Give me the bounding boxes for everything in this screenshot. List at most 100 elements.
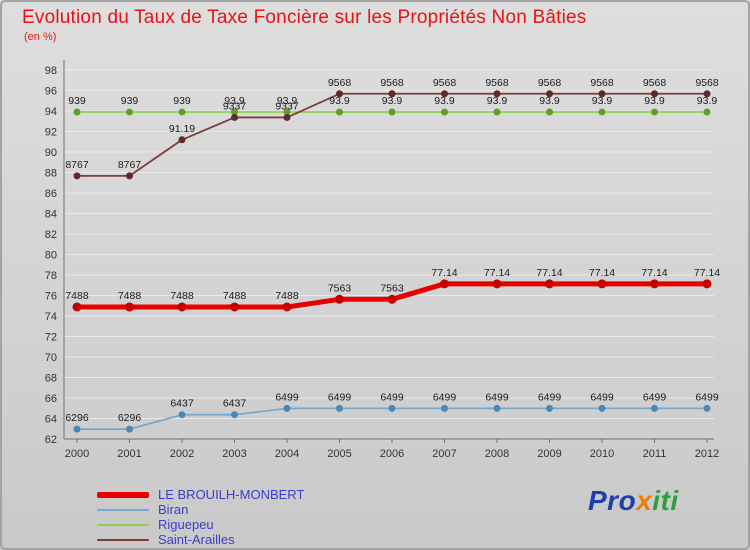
legend-label-riguepeu: Riguepeu	[158, 517, 214, 532]
svg-text:76: 76	[45, 291, 57, 303]
legend-line-sample-biran	[97, 509, 149, 511]
svg-text:92: 92	[45, 127, 57, 139]
svg-text:2001: 2001	[117, 448, 141, 460]
svg-text:93.9: 93.9	[224, 95, 245, 107]
svg-text:93.9: 93.9	[539, 95, 560, 107]
svg-text:939: 939	[121, 95, 139, 107]
svg-text:2004: 2004	[275, 448, 299, 460]
svg-text:91.19: 91.19	[169, 123, 195, 135]
legend-line-sample-saint-arailles	[97, 539, 149, 541]
svg-text:9568: 9568	[538, 77, 562, 89]
svg-text:77.14: 77.14	[694, 267, 720, 279]
legend-item-biran: Biran	[97, 503, 304, 517]
svg-text:2009: 2009	[537, 448, 561, 460]
proxiti-logo-part-pro: Pro	[588, 485, 637, 516]
legend-item-le-brouilh-monbert: LE BROUILH-MONBERT	[97, 488, 304, 502]
svg-text:74: 74	[45, 311, 57, 323]
svg-text:77.14: 77.14	[431, 267, 457, 279]
svg-text:96: 96	[45, 86, 57, 98]
svg-text:6499: 6499	[590, 391, 614, 403]
svg-text:9337: 9337	[223, 100, 247, 112]
svg-text:66: 66	[45, 393, 57, 405]
svg-text:77.14: 77.14	[589, 267, 615, 279]
svg-text:9568: 9568	[485, 77, 509, 89]
svg-text:8767: 8767	[118, 159, 142, 171]
svg-text:6499: 6499	[485, 391, 509, 403]
svg-text:7488: 7488	[223, 290, 247, 302]
svg-text:7563: 7563	[328, 282, 352, 294]
svg-text:78: 78	[45, 270, 57, 282]
svg-text:2002: 2002	[170, 448, 194, 460]
svg-text:93.9: 93.9	[277, 95, 298, 107]
svg-text:2005: 2005	[327, 448, 351, 460]
svg-text:72: 72	[45, 332, 57, 344]
svg-text:6499: 6499	[695, 391, 719, 403]
svg-text:6296: 6296	[118, 412, 142, 424]
legend-line-sample-le-brouilh-monbert	[97, 492, 149, 498]
svg-text:2010: 2010	[590, 448, 614, 460]
svg-text:93.9: 93.9	[487, 95, 508, 107]
svg-text:2012: 2012	[695, 448, 719, 460]
svg-text:7563: 7563	[380, 282, 404, 294]
svg-text:82: 82	[45, 229, 57, 241]
svg-text:7488: 7488	[118, 290, 142, 302]
proxiti-logo-part-iti: iti	[652, 485, 679, 516]
svg-text:9568: 9568	[643, 77, 667, 89]
svg-text:6437: 6437	[223, 398, 247, 410]
legend-line-sample-riguepeu	[97, 524, 149, 526]
legend-label-saint-arailles: Saint-Arailles	[158, 532, 235, 547]
svg-text:939: 939	[173, 95, 191, 107]
svg-text:6499: 6499	[328, 391, 352, 403]
svg-text:6499: 6499	[275, 391, 299, 403]
svg-text:93.9: 93.9	[644, 95, 665, 107]
svg-text:84: 84	[45, 209, 57, 221]
svg-text:939: 939	[68, 95, 86, 107]
svg-text:2006: 2006	[380, 448, 404, 460]
svg-text:6499: 6499	[433, 391, 457, 403]
svg-text:9568: 9568	[590, 77, 614, 89]
legend-item-saint-arailles: Saint-Arailles	[97, 533, 304, 547]
svg-text:70: 70	[45, 352, 57, 364]
svg-text:8767: 8767	[65, 159, 89, 171]
chart-unit-subtitle: (en %)	[24, 31, 57, 43]
svg-text:93.9: 93.9	[329, 95, 350, 107]
svg-text:2003: 2003	[222, 448, 246, 460]
svg-text:7488: 7488	[275, 290, 299, 302]
svg-text:2007: 2007	[432, 448, 456, 460]
svg-text:6499: 6499	[643, 391, 667, 403]
proxiti-logo-part-x: x	[636, 485, 653, 516]
svg-text:93.9: 93.9	[697, 95, 718, 107]
svg-text:94: 94	[45, 106, 57, 118]
svg-text:80: 80	[45, 250, 57, 262]
svg-text:93.9: 93.9	[382, 95, 403, 107]
svg-text:9568: 9568	[380, 77, 404, 89]
svg-text:9568: 9568	[328, 77, 352, 89]
svg-text:2011: 2011	[643, 448, 667, 460]
svg-text:7488: 7488	[170, 290, 194, 302]
svg-text:93.9: 93.9	[434, 95, 455, 107]
svg-text:77.14: 77.14	[484, 267, 510, 279]
svg-text:68: 68	[45, 373, 57, 385]
svg-text:93.9: 93.9	[592, 95, 613, 107]
svg-text:98: 98	[45, 65, 57, 77]
svg-text:77.14: 77.14	[536, 267, 562, 279]
legend-label-le-brouilh-monbert: LE BROUILH-MONBERT	[158, 487, 305, 502]
svg-text:77.14: 77.14	[641, 267, 667, 279]
svg-text:6296: 6296	[65, 412, 89, 424]
legend-item-riguepeu: Riguepeu	[97, 518, 304, 532]
svg-text:86: 86	[45, 188, 57, 200]
proxiti-logo: Proxiti	[588, 485, 679, 517]
svg-text:6499: 6499	[538, 391, 562, 403]
svg-text:6499: 6499	[380, 391, 404, 403]
svg-text:7488: 7488	[65, 290, 89, 302]
page-title: Evolution du Taux de Taxe Foncière sur l…	[22, 7, 587, 28]
svg-text:90: 90	[45, 147, 57, 159]
svg-text:88: 88	[45, 168, 57, 180]
svg-text:9568: 9568	[433, 77, 457, 89]
legend-label-biran: Biran	[158, 502, 189, 517]
svg-text:9337: 9337	[275, 100, 299, 112]
line-chart-canvas: 62 64 66 68 70 72 74 76 78 80 82 84 86 88 90 92 94 96 98 20…	[45, 60, 720, 460]
svg-text:6437: 6437	[170, 398, 194, 410]
svg-text:2008: 2008	[485, 448, 509, 460]
